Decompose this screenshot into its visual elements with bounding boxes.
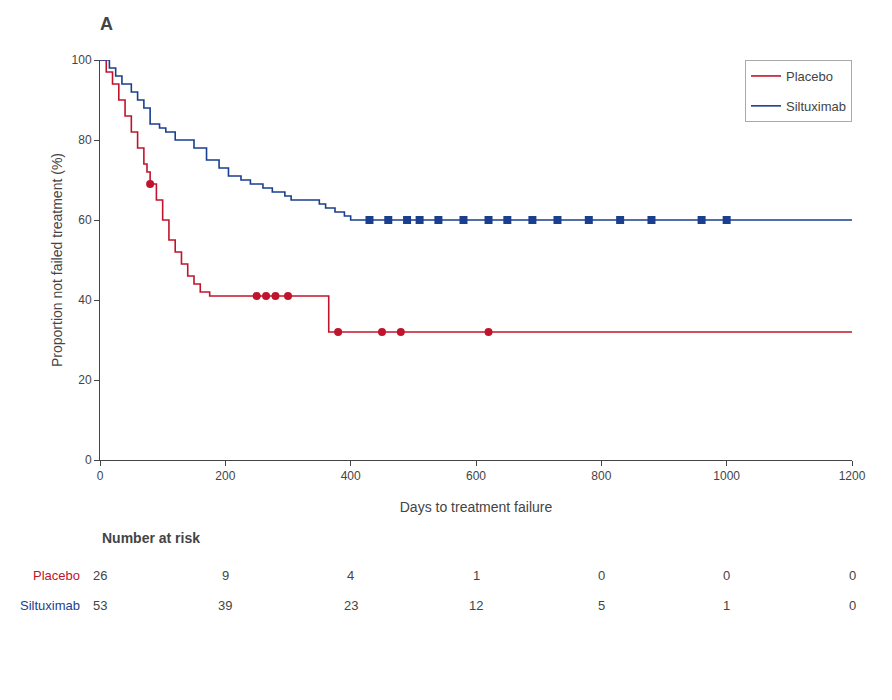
svg-text:0: 0 (598, 568, 605, 583)
svg-text:4: 4 (347, 568, 354, 583)
svg-text:Placebo: Placebo (786, 69, 833, 84)
svg-text:0: 0 (849, 598, 856, 613)
svg-text:5: 5 (598, 598, 605, 613)
svg-text:0: 0 (849, 568, 856, 583)
svg-text:40: 40 (78, 293, 92, 307)
svg-text:Siltuximab: Siltuximab (786, 99, 846, 114)
svg-text:0: 0 (97, 469, 104, 483)
svg-text:80: 80 (78, 133, 92, 147)
svg-text:39: 39 (218, 598, 232, 613)
svg-text:9: 9 (222, 568, 229, 583)
svg-text:60: 60 (78, 213, 92, 227)
svg-text:1200: 1200 (839, 469, 866, 483)
svg-text:1000: 1000 (713, 469, 740, 483)
svg-text:400: 400 (341, 469, 361, 483)
svg-text:0: 0 (85, 453, 92, 467)
svg-text:1: 1 (473, 568, 480, 583)
svg-text:Days to treatment failure: Days to treatment failure (400, 499, 553, 515)
svg-text:Placebo: Placebo (33, 568, 80, 583)
svg-text:26: 26 (93, 568, 107, 583)
svg-text:100: 100 (72, 53, 92, 67)
svg-text:53: 53 (93, 598, 107, 613)
svg-text:20: 20 (78, 373, 92, 387)
svg-text:Number at risk: Number at risk (102, 530, 200, 546)
svg-text:Siltuximab: Siltuximab (20, 598, 80, 613)
svg-text:12: 12 (469, 598, 483, 613)
svg-text:Proportion not failed treatmen: Proportion not failed treatment (%) (49, 153, 65, 367)
svg-text:1: 1 (723, 598, 730, 613)
svg-text:800: 800 (591, 469, 611, 483)
svg-text:0: 0 (723, 568, 730, 583)
svg-text:A: A (100, 14, 113, 34)
svg-text:200: 200 (215, 469, 235, 483)
svg-text:23: 23 (344, 598, 358, 613)
svg-text:600: 600 (466, 469, 486, 483)
